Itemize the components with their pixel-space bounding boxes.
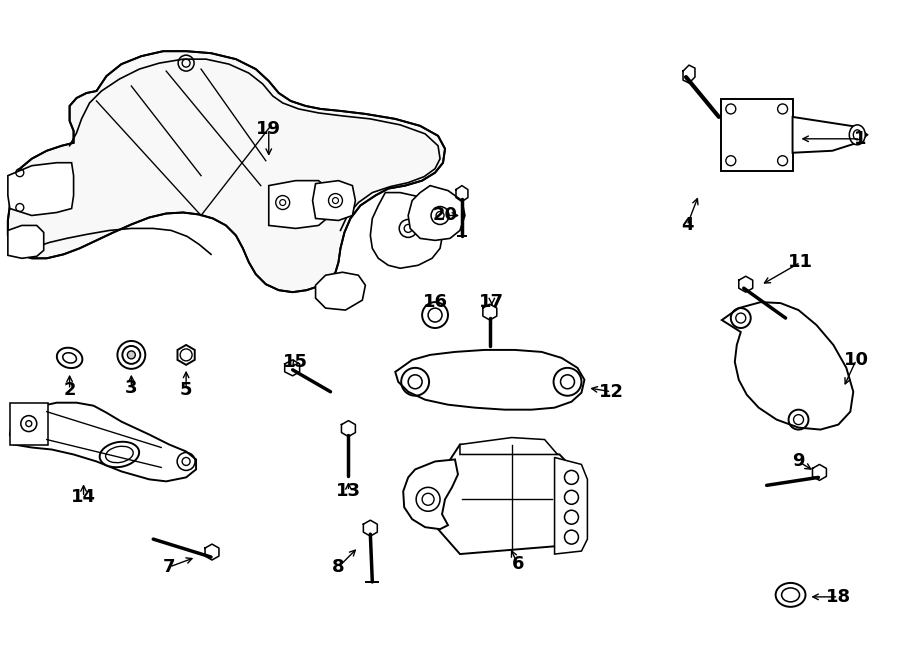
- Ellipse shape: [57, 348, 83, 368]
- Ellipse shape: [100, 442, 140, 467]
- Polygon shape: [403, 459, 458, 529]
- Polygon shape: [370, 192, 443, 268]
- Text: 15: 15: [284, 353, 308, 371]
- Text: 3: 3: [125, 379, 138, 397]
- Polygon shape: [312, 180, 356, 221]
- Text: 17: 17: [480, 293, 504, 311]
- Text: 7: 7: [163, 558, 176, 576]
- Polygon shape: [177, 345, 194, 365]
- Text: 9: 9: [792, 452, 805, 471]
- Bar: [721, 99, 793, 171]
- Polygon shape: [460, 438, 557, 455]
- Text: 8: 8: [332, 558, 345, 576]
- Text: 20: 20: [433, 206, 457, 225]
- Polygon shape: [269, 180, 330, 229]
- Text: 12: 12: [598, 383, 624, 401]
- Text: 14: 14: [71, 488, 96, 506]
- Ellipse shape: [850, 125, 865, 145]
- Polygon shape: [8, 51, 445, 292]
- Text: 10: 10: [844, 351, 868, 369]
- Ellipse shape: [776, 583, 806, 607]
- Text: 18: 18: [826, 588, 850, 606]
- Text: 4: 4: [680, 216, 693, 235]
- Polygon shape: [409, 186, 465, 241]
- Text: 1: 1: [854, 130, 867, 148]
- Polygon shape: [722, 302, 853, 430]
- Text: 13: 13: [336, 483, 361, 500]
- Text: 16: 16: [423, 293, 447, 311]
- Text: 5: 5: [180, 381, 193, 399]
- Polygon shape: [8, 163, 74, 215]
- Text: 19: 19: [256, 120, 282, 138]
- Text: 6: 6: [511, 555, 524, 573]
- Polygon shape: [8, 225, 44, 258]
- Polygon shape: [316, 272, 365, 310]
- Bar: [10, 403, 48, 444]
- Polygon shape: [793, 117, 868, 153]
- Polygon shape: [430, 444, 581, 554]
- Polygon shape: [554, 457, 588, 554]
- Polygon shape: [395, 350, 584, 410]
- Text: 2: 2: [63, 381, 76, 399]
- Circle shape: [128, 351, 135, 359]
- Text: 11: 11: [788, 253, 813, 271]
- Polygon shape: [10, 403, 196, 481]
